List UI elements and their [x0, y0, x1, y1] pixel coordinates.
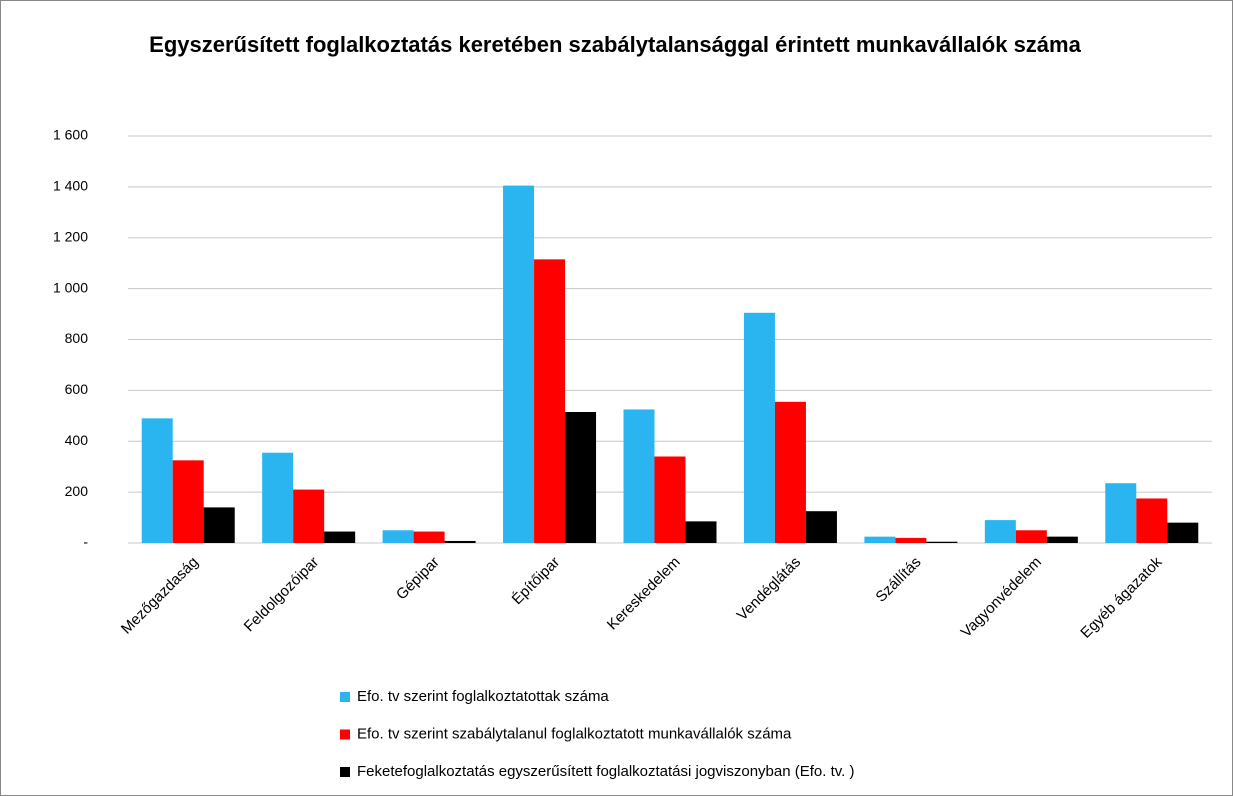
bar — [926, 541, 958, 543]
x-tick-label: Építőipar — [509, 554, 563, 608]
x-tick-label: Kereskedelem — [604, 554, 684, 634]
y-tick-label: 400 — [65, 432, 89, 448]
bar — [774, 401, 806, 543]
bar — [654, 456, 686, 543]
bar — [685, 521, 717, 543]
bar — [262, 452, 294, 543]
x-tick-label: Feldolgozóipar — [241, 554, 323, 636]
x-tick-label: Vagyonvédelem — [958, 554, 1045, 641]
x-tick-label: Egyéb ágazatok — [1077, 553, 1165, 641]
y-tick-label: 200 — [65, 483, 89, 499]
bar — [1105, 483, 1137, 543]
y-tick-label: 600 — [65, 381, 89, 397]
bar — [293, 489, 325, 543]
bar — [1046, 536, 1078, 543]
bar — [382, 530, 414, 543]
x-tick-label: Szállítás — [872, 554, 924, 606]
bar — [413, 531, 445, 543]
bar — [864, 536, 896, 543]
x-tick-label: Vendéglátás — [734, 554, 804, 624]
bar — [141, 418, 173, 543]
bar — [172, 460, 204, 543]
bar — [444, 540, 476, 543]
y-tick-label: - — [83, 534, 88, 550]
bar — [805, 511, 837, 543]
legend-label: Efo. tv szerint szabálytalanul foglalkoz… — [357, 725, 792, 742]
x-tick-label: Mezőgazdaság — [118, 554, 202, 638]
legend-label: Feketefoglalkoztatás egyszerűsített fogl… — [357, 763, 854, 780]
y-tick-label: 1 600 — [53, 127, 88, 143]
bar — [565, 411, 597, 543]
bar — [534, 259, 566, 543]
bar — [1167, 522, 1199, 543]
bar — [503, 185, 535, 543]
bar — [623, 409, 655, 543]
y-tick-label: 1 400 — [53, 178, 88, 194]
y-tick-label: 1 000 — [53, 279, 88, 295]
bar — [1136, 498, 1168, 543]
bar — [895, 537, 927, 543]
y-tick-label: 800 — [65, 330, 89, 346]
legend-swatch — [340, 729, 350, 740]
x-tick-label: Gépipar — [393, 554, 443, 604]
chart-title: Egyszerűsített foglalkoztatás keretében … — [149, 32, 1081, 57]
legend-label: Efo. tv szerint foglalkoztatottak száma — [357, 688, 609, 705]
legend-swatch — [340, 692, 350, 702]
legend-swatch — [340, 767, 350, 777]
bar — [324, 531, 356, 543]
bar — [743, 312, 775, 543]
bar — [203, 507, 235, 543]
y-tick-label: 1 200 — [53, 228, 88, 244]
bar — [984, 520, 1016, 543]
bar — [1015, 530, 1047, 543]
